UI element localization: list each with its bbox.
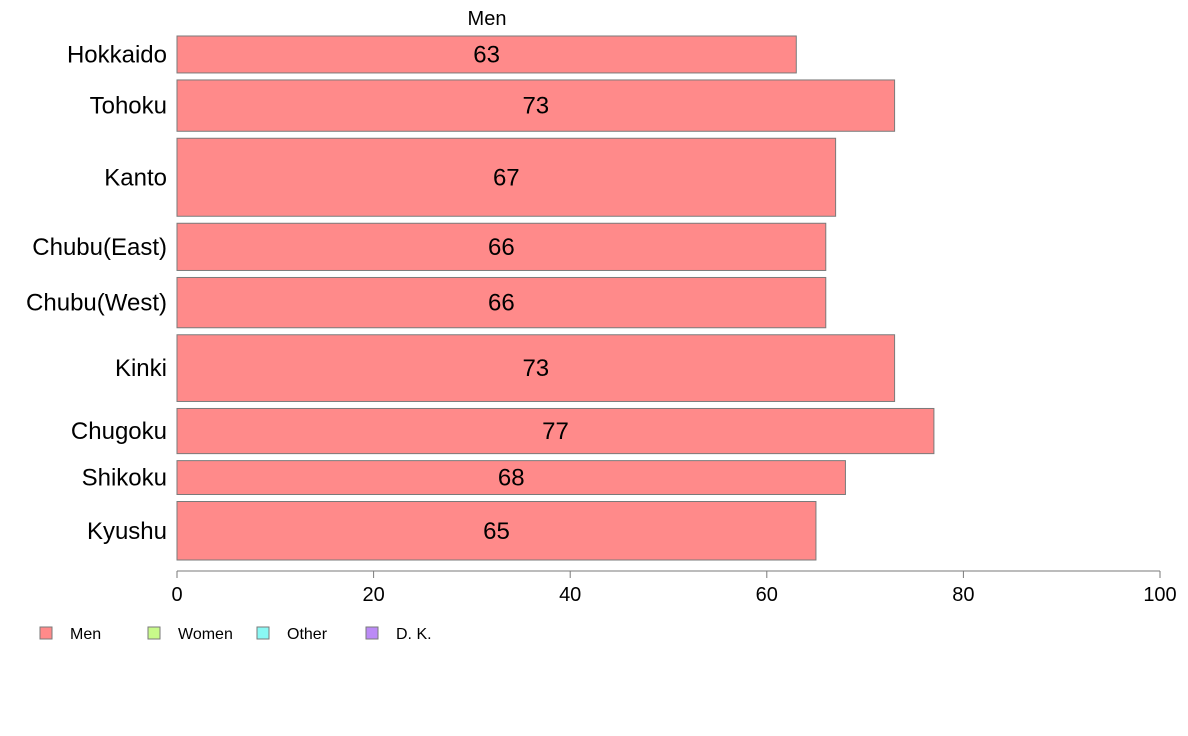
legend-swatch: [39, 626, 53, 640]
bar: [176, 35, 797, 74]
legend-label: D. K.: [396, 626, 432, 643]
category-label: Shikoku: [82, 465, 167, 492]
value-label: 73: [522, 355, 549, 382]
value-label: 65: [483, 518, 510, 545]
bar: [176, 407, 935, 455]
series-panel-label: Men: [468, 8, 507, 30]
category-label: Chugoku: [71, 418, 167, 445]
x-tick-label: 20: [362, 584, 384, 606]
legend: Men Women Other D. K.: [39, 626, 432, 643]
value-label: 66: [488, 234, 515, 261]
x-tick-label: 60: [756, 584, 778, 606]
x-tick-label: 0: [171, 584, 182, 606]
category-label: Kanto: [104, 164, 167, 191]
bar: [176, 79, 896, 132]
category-label: Chubu(East): [32, 234, 167, 261]
category-label: Tohoku: [90, 93, 167, 120]
legend-swatch: [256, 626, 270, 640]
bar: [176, 501, 817, 561]
legend-label: Women: [178, 626, 233, 643]
category-label: Kinki: [115, 355, 167, 382]
bars-layer: Hokkaido 63 Tohoku 73 Kanto 67 Chubu(East) 66 Ch…: [26, 35, 935, 561]
value-label: 63: [473, 41, 500, 68]
value-label: 73: [522, 93, 549, 120]
category-label: Kyushu: [87, 518, 167, 545]
x-tick-label: 40: [559, 584, 581, 606]
value-label: 68: [498, 465, 525, 492]
bar: [176, 276, 827, 329]
x-axis: 0 20 40 60 80 100: [171, 570, 1177, 606]
value-label: 66: [488, 290, 515, 317]
bar: [176, 460, 846, 496]
bar: [176, 222, 827, 271]
bar: [176, 137, 837, 217]
x-tick-label: 100: [1143, 584, 1176, 606]
value-label: 77: [542, 418, 569, 445]
legend-swatch: [365, 626, 379, 640]
legend-label: Men: [70, 626, 101, 643]
legend-swatch: [147, 626, 161, 640]
category-label: Hokkaido: [67, 41, 167, 68]
value-label: 67: [493, 164, 520, 191]
legend-label: Other: [287, 626, 328, 643]
bar: [176, 334, 896, 402]
category-label: Chubu(West): [26, 290, 167, 317]
x-tick-label: 80: [952, 584, 974, 606]
